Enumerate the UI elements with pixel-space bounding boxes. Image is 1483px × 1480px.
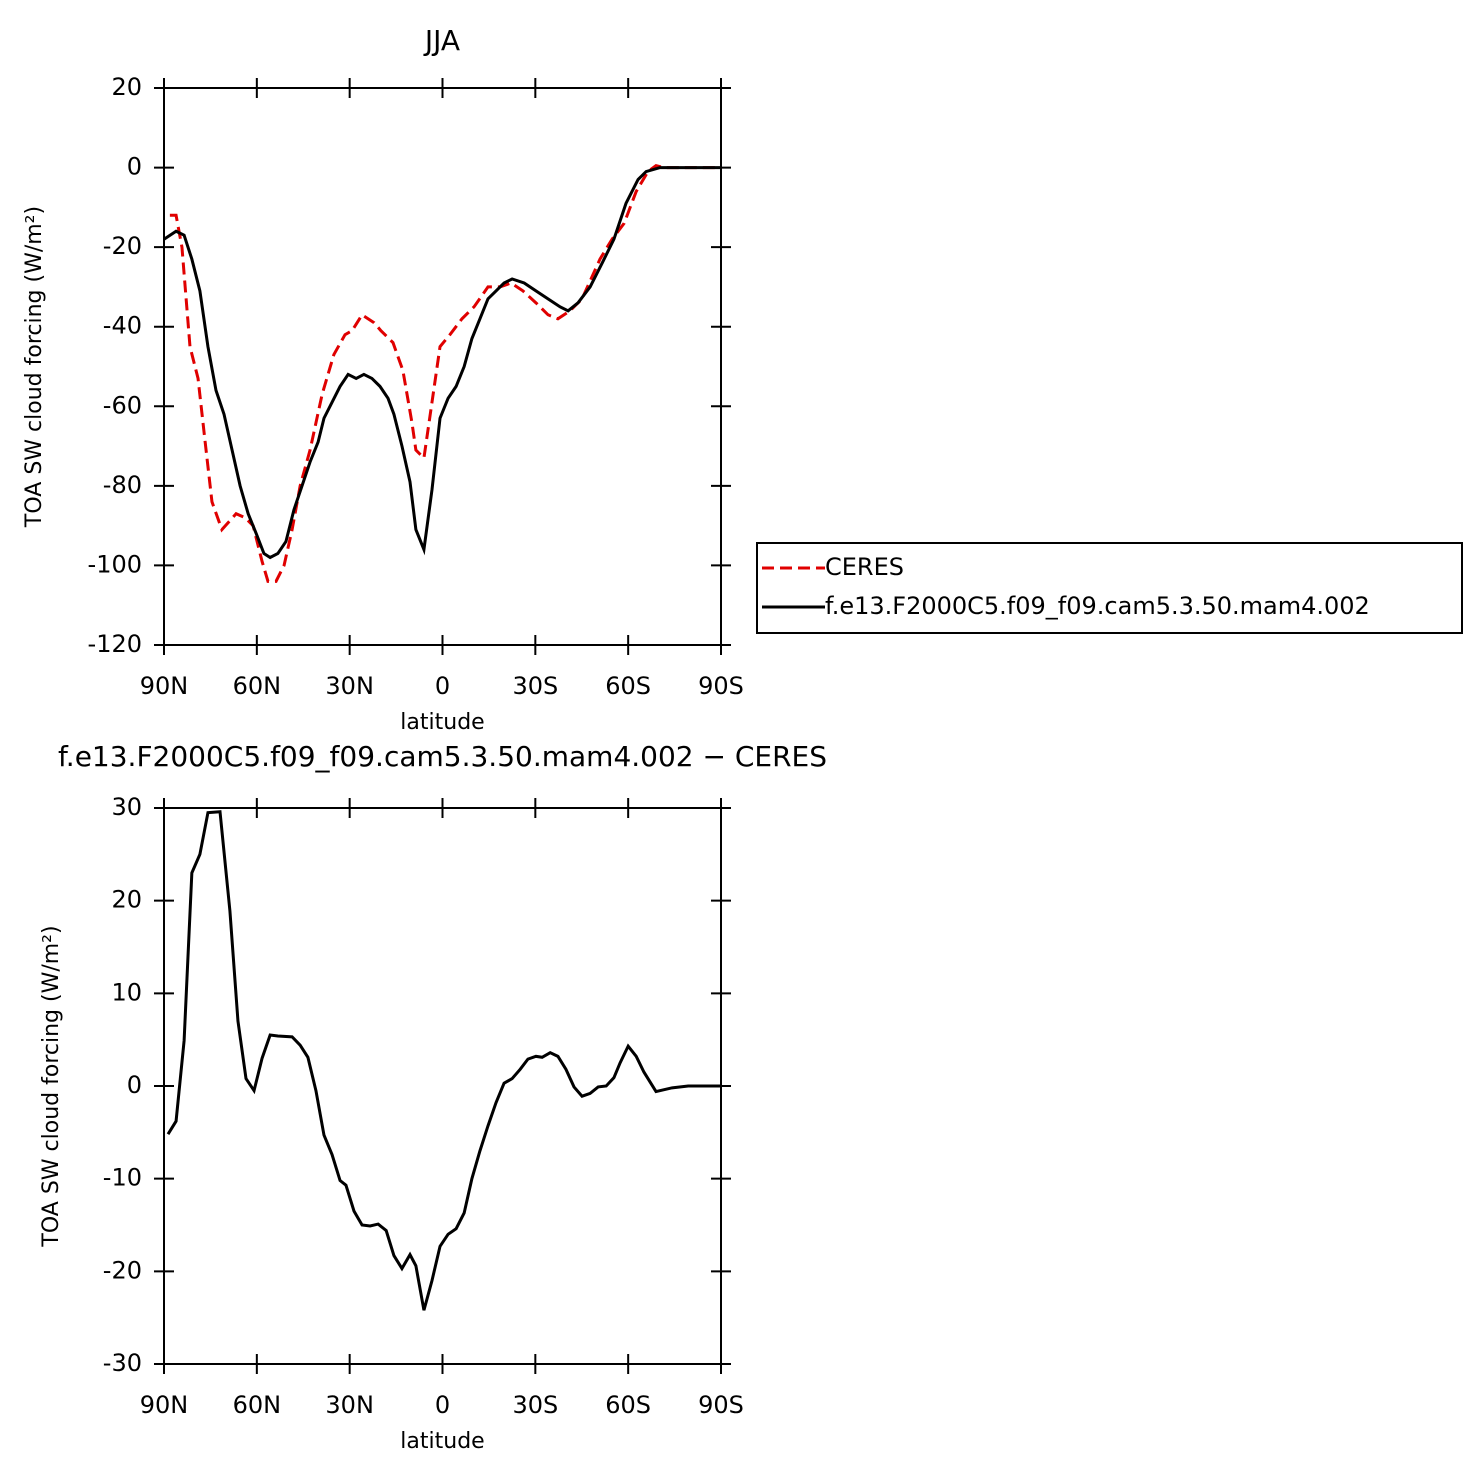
y-tick-label: -120	[88, 630, 142, 658]
y-tick-label: 0	[127, 1071, 142, 1099]
y-tick-label: 30	[111, 793, 142, 821]
legend-label: CERES	[825, 553, 904, 581]
x-tick-label: 90S	[698, 672, 744, 700]
legend-label: f.e13.F2000C5.f09_f09.cam5.3.50.mam4.002	[825, 592, 1370, 620]
data-line	[169, 163, 721, 583]
y-tick-label: -30	[103, 1349, 142, 1377]
x-tick-label: 90N	[140, 1391, 189, 1419]
x-tick-label: 60S	[605, 1391, 651, 1419]
x-tick-label: 30N	[325, 1391, 374, 1419]
y-tick-label: 20	[111, 73, 142, 101]
y-tick-label: 0	[127, 153, 142, 181]
chart-title: f.e13.F2000C5.f09_f09.cam5.3.50.mam4.002…	[58, 740, 827, 773]
x-tick-label: 0	[435, 672, 450, 700]
data-line	[166, 810, 721, 1311]
plot-frame	[163, 807, 722, 1365]
y-tick-label: -80	[103, 471, 142, 499]
y-tick-label: 10	[111, 978, 142, 1006]
x-tick-label: 60S	[605, 672, 651, 700]
x-axis-label: latitude	[400, 710, 484, 735]
chart-title: JJA	[423, 24, 460, 57]
y-tick-label: -20	[103, 1256, 142, 1284]
x-tick-label: 30N	[325, 672, 374, 700]
x-tick-label: 90N	[140, 672, 189, 700]
plot-frame	[163, 87, 722, 646]
y-tick-label: 20	[111, 886, 142, 914]
x-tick-label: 60N	[233, 1391, 282, 1419]
x-tick-label: 0	[435, 1391, 450, 1419]
y-axis-label: TOA SW cloud forcing (W/m²)	[22, 206, 47, 528]
y-tick-label: -20	[103, 232, 142, 260]
x-tick-label: 30S	[512, 672, 558, 700]
y-tick-label: -10	[103, 1164, 142, 1192]
x-tick-label: 60N	[233, 672, 282, 700]
y-tick-label: -60	[103, 391, 142, 419]
x-axis-label: latitude	[400, 1429, 484, 1454]
y-axis-label: TOA SW cloud forcing (W/m²)	[39, 925, 64, 1247]
y-tick-label: -40	[103, 312, 142, 340]
x-tick-label: 90S	[698, 1391, 744, 1419]
x-tick-label: 30S	[512, 1391, 558, 1419]
y-tick-label: -100	[88, 550, 142, 578]
legend-box	[756, 542, 1463, 634]
data-line	[163, 166, 721, 560]
